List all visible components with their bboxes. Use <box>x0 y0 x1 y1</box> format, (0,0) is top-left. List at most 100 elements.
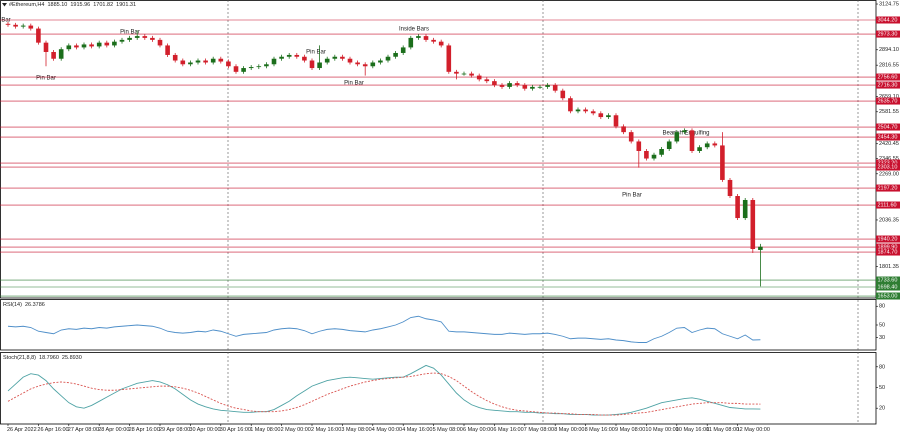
candle-body <box>188 62 193 65</box>
level-label-box <box>876 123 900 131</box>
candle-body <box>682 130 687 133</box>
level-label: 2323.20 <box>878 161 898 167</box>
candle-body <box>416 36 421 38</box>
candle-body <box>165 45 170 55</box>
candle-body <box>332 56 338 59</box>
candle-body <box>674 132 680 142</box>
candle-body <box>195 60 201 63</box>
x-tick-label: 28 Apr 00:00 <box>98 427 129 433</box>
indicator-line <box>7 372 761 416</box>
indicator-line <box>7 315 761 343</box>
annotation: Bearish Engulfing <box>662 131 709 137</box>
candle-body <box>317 62 322 69</box>
x-tick-label: 26 Apr 16:00 <box>37 427 68 433</box>
candle-body <box>545 85 550 87</box>
readout: 1915.96 <box>70 2 90 8</box>
candle-body <box>271 58 277 65</box>
level-label: 1698.40 <box>878 284 898 290</box>
level-label-box <box>876 248 900 256</box>
readout: 25.8930 <box>62 355 82 361</box>
annotation: Pin Bar <box>306 50 326 56</box>
x-tick-label: 8 May 00:00 <box>554 427 584 433</box>
candle-body <box>393 52 398 57</box>
x-tick-label: 26 Apr 2022 <box>7 427 37 433</box>
candle-body <box>476 75 482 80</box>
x-tick-label: 11 May 08:00 <box>706 427 739 433</box>
x-tick-label: 10 May 16:00 <box>676 427 709 433</box>
candle-body <box>438 41 444 46</box>
candle-body <box>20 25 26 27</box>
candle-body <box>636 141 642 151</box>
x-tick-label: 5 May 08:00 <box>433 427 463 433</box>
indicator-header: Stoch(21,8,8) 18.7960 25.8930 <box>3 355 82 361</box>
candle-body <box>127 37 132 40</box>
candle-body <box>697 147 702 151</box>
candle-body <box>621 126 626 133</box>
candle-body <box>423 36 429 40</box>
candle-body <box>758 246 763 250</box>
level-label: 1733.60 <box>878 277 898 283</box>
candle-body <box>96 42 102 47</box>
candle-body <box>454 71 459 74</box>
candle-body <box>233 66 239 72</box>
y-tick-label: 30 <box>879 335 885 341</box>
x-tick-label: 6 May 16:00 <box>493 427 523 433</box>
x-tick-label: 4 May 00:00 <box>372 427 402 433</box>
candle-body <box>279 56 284 59</box>
candle-body <box>172 54 178 61</box>
candle-body <box>370 62 376 67</box>
candle-body <box>492 81 497 86</box>
level-label: 1653.00 <box>878 293 898 299</box>
level-label: 2635.70 <box>878 98 898 104</box>
level-label-box <box>876 73 900 81</box>
candle-body <box>469 73 474 76</box>
candle-body <box>74 45 79 48</box>
candle-body <box>461 73 467 75</box>
level-label-box <box>876 184 900 192</box>
candle-body <box>507 83 512 87</box>
stoch-panel <box>0 352 877 425</box>
candle-body <box>355 62 360 65</box>
candle-body <box>180 60 186 65</box>
candle-body <box>210 58 216 63</box>
level-label: 1940.20 <box>878 236 898 242</box>
candle-body <box>13 24 18 27</box>
level-label-box <box>876 30 900 38</box>
candle-body <box>28 25 34 29</box>
x-tick-label: 1 May 08:00 <box>250 427 280 433</box>
annotation: Pin Bar <box>622 193 642 199</box>
candle-body <box>104 42 110 46</box>
y-tick-label: 2269.00 <box>879 171 899 177</box>
candle-body <box>651 154 657 159</box>
candle-body <box>400 47 406 53</box>
menu-icon[interactable] <box>2 3 7 7</box>
candle-body <box>735 196 740 219</box>
candle-body <box>5 23 11 25</box>
y-tick-label: 2894.10 <box>879 47 899 53</box>
y-tick-label: 2036.35 <box>879 217 899 223</box>
readout: 1885.10 <box>47 2 67 8</box>
candle-body <box>530 86 535 89</box>
price-panel <box>0 0 877 299</box>
level-label-box <box>876 201 900 209</box>
candle-body <box>704 143 710 148</box>
level-label-box <box>876 163 900 171</box>
candle-body <box>522 85 528 89</box>
x-tick-label: 7 May 08:00 <box>524 427 554 433</box>
candle-body <box>583 109 588 112</box>
x-tick-label: 12 May 00:00 <box>737 427 770 433</box>
y-tick-label: 2581.55 <box>879 109 899 115</box>
candle-body <box>248 67 254 69</box>
level-label: 2454.30 <box>878 134 898 140</box>
level-label: 1874.70 <box>878 249 898 255</box>
readout: 1701.82 <box>93 2 113 8</box>
symbol: #Ethereum,H4 <box>9 2 44 8</box>
level-label-box <box>876 283 900 291</box>
candle-body <box>606 115 611 118</box>
candle-body <box>727 179 733 197</box>
candle-body <box>431 39 436 42</box>
candle-body <box>362 64 368 67</box>
y-tick-label: 2420.45 <box>879 141 899 147</box>
x-tick-label: 3 May 08:00 <box>341 427 371 433</box>
candle-body <box>750 199 756 249</box>
